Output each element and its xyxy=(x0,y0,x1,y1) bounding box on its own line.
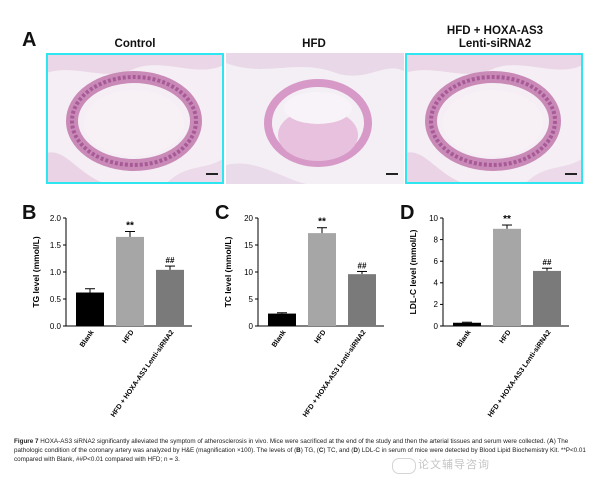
y-tick-label: 20 xyxy=(244,214,253,223)
hfd-sirna-title: HFD + HOXA-AS3 Lenti-siRNA2 xyxy=(446,25,544,50)
panel-b-letter: B xyxy=(22,202,37,224)
y-tick-label: 0 xyxy=(434,322,439,331)
figure-caption: Figure 7 HOXA-AS3 siRNA2 significantly a… xyxy=(14,437,590,465)
y-tick-label: 5 xyxy=(249,295,254,304)
watermark-icon xyxy=(392,458,416,474)
y-tick-label: 2.0 xyxy=(50,214,62,223)
caption-ref-d: D xyxy=(353,447,358,455)
significance-label: ** xyxy=(126,221,134,232)
sirna-highlight-frame xyxy=(405,53,583,184)
x-tick-label: HFD xyxy=(314,329,328,345)
hfd-histology-image xyxy=(226,53,404,184)
y-tick-label: 4 xyxy=(434,279,439,288)
x-tick-label: HFD xyxy=(499,329,513,345)
x-tick-label: Blank xyxy=(456,329,473,349)
x-tick-label: HFD xyxy=(122,329,136,345)
y-tick-label: 0.5 xyxy=(50,295,62,304)
y-tick-label: 1.5 xyxy=(50,241,62,250)
panel-a-letter: A xyxy=(22,29,37,51)
bar-3 xyxy=(348,274,376,326)
bar-1 xyxy=(453,322,481,326)
panel-d-letter: D xyxy=(400,202,415,224)
y-tick-label: 8 xyxy=(434,235,439,244)
caption-label: Figure 7 xyxy=(14,438,39,445)
x-tick-label: Blank xyxy=(271,329,288,349)
tc-level-chart: TC level (mmol/L) 0 5 10 15 20 Blank ** HFD ## HFD… xyxy=(223,214,384,419)
significance-label: ## xyxy=(543,258,552,267)
tg-level-chart: TG level (mmol/L) 0.0 0.5 1.0 1.5 2.0 Blank ** H… xyxy=(31,214,192,419)
caption-p5: ) LDL-C in serum of mice were detected b… xyxy=(14,447,586,464)
control-histology-image xyxy=(46,53,224,184)
caption-ref-c: C xyxy=(318,447,324,455)
x-tick-label: Blank xyxy=(79,329,96,349)
significance-label: ## xyxy=(358,261,367,270)
x-tick-label: HFD + HOXA-AS3 Lenti-siRNA2 xyxy=(110,329,176,419)
y-tick-label: 0.0 xyxy=(50,322,62,331)
watermark-text: 论文辅导咨询 xyxy=(418,458,490,471)
caption-p3: ) TG, ( xyxy=(300,447,319,455)
bar-3 xyxy=(533,270,561,326)
y-tick-label: 15 xyxy=(244,241,253,250)
y-tick-label: 6 xyxy=(434,257,439,266)
significance-label: ## xyxy=(166,256,175,265)
significance-label: ** xyxy=(503,214,511,225)
y-tick-label: 10 xyxy=(244,268,253,277)
y-tick-label: 1.0 xyxy=(50,268,62,277)
panel-c-letter: C xyxy=(215,202,230,224)
y-axis-label: TC level (mmol/L) xyxy=(223,236,233,307)
y-axis-label: LDL-C level (mmol/L) xyxy=(408,229,418,314)
y-tick-label: 10 xyxy=(429,214,438,223)
y-tick-label: 2 xyxy=(434,300,439,309)
caption-p4: ) TC, and ( xyxy=(323,447,354,455)
caption-ref-b: B xyxy=(296,447,301,455)
bar-1 xyxy=(76,292,104,326)
ldl-c-level-chart: LDL-C level (mmol/L) 0 2 4 6 8 10 Blank ** HFD ## H… xyxy=(408,214,569,419)
caption-p1: HOXA-AS3 siRNA2 significantly alleviated… xyxy=(40,438,550,445)
bar-3 xyxy=(156,269,184,326)
bar-2 xyxy=(116,236,144,326)
control-title: Control xyxy=(114,38,156,50)
significance-label: ** xyxy=(318,217,326,228)
control-highlight-frame xyxy=(46,53,224,184)
bar-1 xyxy=(268,313,296,326)
bar-2 xyxy=(308,233,336,326)
caption-p2: ) The pathologic condition of the corona… xyxy=(14,438,569,455)
bar-2 xyxy=(493,228,521,326)
caption-ref-a: A xyxy=(549,438,554,445)
x-tick-label: HFD + HOXA-AS3 Lenti-siRNA2 xyxy=(302,329,368,419)
y-tick-label: 0 xyxy=(249,322,254,331)
y-axis-label: TG level (mmol/L) xyxy=(31,236,41,307)
hfd-sirna-histology-image xyxy=(405,53,583,184)
hfd-title: HFD xyxy=(302,38,326,50)
x-tick-label: HFD + HOXA-AS3 Lenti-siRNA2 xyxy=(487,329,553,419)
